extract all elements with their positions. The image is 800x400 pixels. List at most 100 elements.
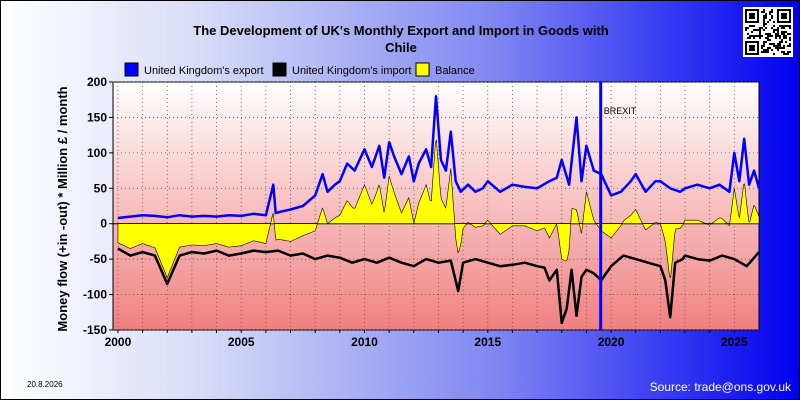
- qr-module: [779, 25, 781, 27]
- y-tick-label: -50: [90, 252, 108, 266]
- qr-module: [783, 35, 785, 37]
- qr-module: [785, 53, 787, 55]
- qr-module: [753, 29, 755, 31]
- qr-module: [781, 31, 783, 33]
- qr-module: [763, 15, 765, 17]
- legend-swatch-export: [124, 62, 139, 77]
- qr-module: [781, 27, 783, 29]
- x-tick-label: 2015: [474, 335, 501, 349]
- qr-module: [747, 27, 749, 29]
- qr-module: [777, 31, 779, 33]
- import-series-line: [117, 247, 760, 325]
- qr-module: [787, 51, 789, 53]
- qr-module: [749, 37, 751, 39]
- legend-swatch-balance: [415, 62, 430, 77]
- qr-module: [767, 37, 769, 39]
- qr-module: [769, 13, 771, 15]
- y-tick-label: 200: [87, 75, 107, 89]
- qr-finder-core: [781, 13, 787, 19]
- qr-module: [771, 9, 773, 11]
- qr-module: [781, 41, 783, 43]
- qr-module: [771, 17, 773, 19]
- qr-module: [757, 29, 759, 31]
- qr-module: [789, 37, 791, 39]
- qr-module: [763, 25, 765, 27]
- x-tick-label: 2000: [105, 335, 132, 349]
- qr-module: [767, 49, 769, 51]
- qr-finder-core: [749, 45, 755, 51]
- legend-label-export: United Kingdom's export: [144, 65, 264, 77]
- qr-module: [775, 37, 777, 39]
- qr-module: [765, 17, 767, 19]
- qr-module: [785, 31, 787, 33]
- qr-module: [777, 43, 779, 45]
- qr-module: [775, 29, 777, 31]
- qr-module: [769, 33, 771, 35]
- qr-module: [769, 11, 771, 13]
- qr-module: [747, 37, 749, 39]
- qr-module: [763, 9, 765, 11]
- qr-module: [769, 39, 771, 41]
- qr-module: [779, 41, 781, 43]
- chart-title-line2: Chile: [385, 40, 417, 55]
- y-axis-label: Money flow (+in -out) * Million £ / mont…: [55, 86, 70, 331]
- qr-module: [787, 33, 789, 35]
- qr-module: [763, 43, 765, 45]
- qr-module: [751, 25, 753, 27]
- qr-module: [759, 33, 761, 35]
- qr-module: [763, 29, 765, 31]
- legend-label-import: United Kingdom's import: [292, 65, 412, 77]
- qr-module: [765, 13, 767, 15]
- qr-module: [779, 43, 781, 45]
- y-tick-label: 0: [100, 217, 107, 231]
- qr-module: [779, 37, 781, 39]
- qr-module: [765, 15, 767, 17]
- qr-module: [763, 45, 765, 47]
- qr-module: [753, 37, 755, 39]
- qr-module: [761, 45, 763, 47]
- y-tick-label: 100: [87, 146, 107, 160]
- qr-module: [783, 31, 785, 33]
- chart-title-line1: The Development of UK's Monthly Export a…: [193, 23, 609, 38]
- qr-module: [777, 45, 779, 47]
- qr-module: [767, 39, 769, 41]
- qr-module: [767, 47, 769, 49]
- qr-module: [789, 51, 791, 53]
- y-tick-label: -150: [83, 323, 107, 337]
- qr-module: [763, 11, 765, 13]
- qr-module: [789, 45, 791, 47]
- source-credit: Source: trade@ons.gov.uk: [650, 380, 792, 394]
- x-tick-label: 2005: [228, 335, 255, 349]
- qr-module: [783, 25, 785, 27]
- qr-module: [763, 21, 765, 23]
- qr-module: [761, 27, 763, 29]
- qr-module: [783, 27, 785, 29]
- qr-module: [745, 29, 747, 31]
- qr-module: [771, 49, 773, 51]
- qr-module: [753, 25, 755, 27]
- qr-module: [781, 47, 783, 49]
- qr-module: [765, 41, 767, 43]
- qr-module: [777, 49, 779, 51]
- qr-module: [787, 25, 789, 27]
- qr-module: [757, 35, 759, 37]
- qr-module: [767, 33, 769, 35]
- qr-module: [773, 53, 775, 55]
- qr-module: [777, 35, 779, 37]
- qr-module: [761, 47, 763, 49]
- balance-series-area: [117, 139, 760, 279]
- y-tick-label: 150: [87, 110, 107, 124]
- qr-module: [765, 33, 767, 35]
- qr-module: [767, 35, 769, 37]
- qr-module: [781, 51, 783, 53]
- qr-module: [761, 51, 763, 53]
- qr-module: [779, 35, 781, 37]
- qr-module: [777, 33, 779, 35]
- qr-module: [765, 49, 767, 51]
- qr-module: [789, 39, 791, 41]
- qr-module: [773, 25, 775, 27]
- qr-module: [771, 35, 773, 37]
- qr-module: [771, 27, 773, 29]
- qr-module: [783, 51, 785, 53]
